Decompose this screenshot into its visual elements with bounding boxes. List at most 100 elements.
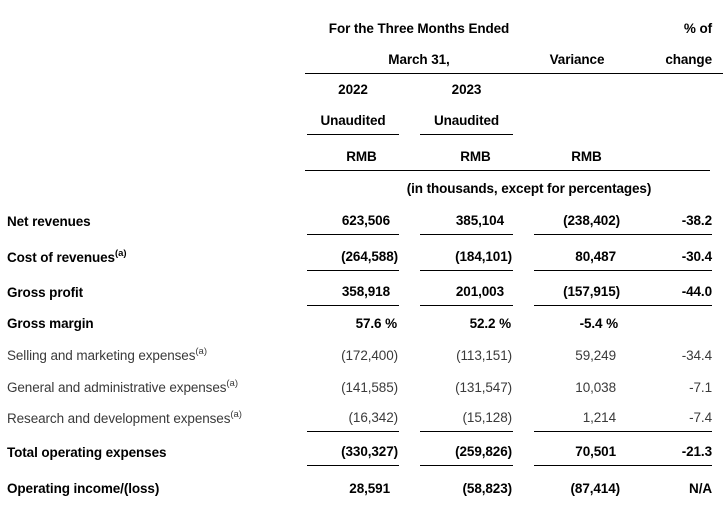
cell-2022: 358,918: [305, 271, 418, 306]
value-variance: (157,915): [563, 284, 620, 299]
table-row: Gross margin 57.6 % 52.2 % -5.4 %: [0, 306, 723, 337]
table-row: Total operating expenses (330,327) (259,…: [0, 432, 723, 466]
value-variance: -5.4 %: [579, 316, 619, 331]
unaudited-2022-cell: Unaudited: [305, 103, 418, 135]
value-2023: 385,104: [455, 213, 504, 228]
row-label: Operating income/(loss): [7, 481, 160, 496]
cell-2023: (184,101): [418, 235, 533, 271]
header-row-unaudited: Unaudited Unaudited: [0, 103, 723, 135]
row-label: Research and development expenses: [7, 411, 231, 426]
table-row: Research and development expenses(a) (16…: [0, 401, 723, 432]
value-pct-change: -38.2: [681, 213, 712, 228]
header-row-units-note: (in thousands, except for percentages): [0, 171, 723, 202]
value-2022: (330,327): [341, 444, 398, 459]
year-2022-cell: 2022: [305, 73, 418, 103]
value-pct-change: -7.4: [689, 410, 712, 425]
cell-2023: (15,128): [418, 401, 533, 432]
cell-2022: 623,506: [305, 202, 418, 235]
value-2022: 28,591: [349, 481, 390, 496]
value-2023: (58,823): [462, 481, 513, 496]
pct-line1: % of: [683, 21, 712, 36]
period-header-cell: For the Three Months Ended: [305, 12, 533, 42]
value-2022: (141,585): [341, 380, 398, 395]
cell-variance: (87,414): [533, 466, 640, 502]
row-label: Selling and marketing expenses: [7, 348, 196, 363]
row-label: Total operating expenses: [7, 445, 167, 460]
value-variance: 1,214: [582, 410, 616, 425]
value-variance: 10,038: [575, 380, 616, 395]
row-label: Cost of revenues: [7, 250, 115, 265]
footnote-marker: (a): [230, 408, 242, 420]
value-pct-change: N/A: [689, 481, 712, 496]
value-2023: (131,547): [455, 380, 512, 395]
header-row-currency: RMB RMB RMB: [0, 135, 723, 171]
footnote-marker: (a): [195, 345, 207, 357]
table-row: Gross profit 358,918 201,003 (157,915) -…: [0, 271, 723, 306]
cell-pct-change: -7.1: [640, 369, 723, 401]
cell-2023: (58,823): [418, 466, 533, 502]
unaudited-2023: Unaudited: [433, 113, 500, 128]
cell-variance: 1,214: [533, 401, 640, 432]
row-label-cell: Cost of revenues(a): [0, 235, 305, 271]
table-row: General and administrative expenses(a) (…: [0, 369, 723, 401]
row-label-cell: Net revenues: [0, 202, 305, 235]
cell-variance: 59,249: [533, 337, 640, 369]
cell-2022: 28,591: [305, 466, 418, 502]
value-variance: 80,487: [575, 249, 616, 264]
march-31-cell: March 31,: [305, 42, 533, 74]
cell-variance: (157,915): [533, 271, 640, 306]
value-pct-change: -30.4: [681, 249, 712, 264]
value-2023: (184,101): [455, 249, 512, 264]
financial-results-table: For the Three Months Ended % of March 31…: [0, 12, 723, 502]
table-row: Operating income/(loss) 28,591 (58,823) …: [0, 466, 723, 502]
value-2022: (16,342): [348, 410, 399, 425]
cell-pct-change: -38.2: [640, 202, 723, 235]
cell-2022: (264,588): [305, 235, 418, 271]
rmb-variance-cell: RMB: [533, 135, 640, 171]
value-2022: 358,918: [341, 284, 390, 299]
cell-2023: (113,151): [418, 337, 533, 369]
row-label-cell: Total operating expenses: [0, 432, 305, 466]
row-label-cell: Operating income/(loss): [0, 466, 305, 502]
cell-variance: -5.4 %: [533, 306, 640, 337]
value-2022: (172,400): [341, 348, 398, 363]
row-label-cell: General and administrative expenses(a): [0, 369, 305, 401]
value-2023: (113,151): [456, 348, 512, 363]
value-2023: 52.2 %: [469, 316, 512, 331]
year-2022: 2022: [338, 82, 368, 97]
cell-2022: (330,327): [305, 432, 418, 466]
value-variance: (87,414): [570, 481, 621, 496]
value-pct-change: -21.3: [681, 444, 712, 459]
value-2022: (264,588): [341, 249, 398, 264]
cell-2023: 385,104: [418, 202, 533, 235]
header-row-period: For the Three Months Ended % of: [0, 12, 723, 42]
cell-2023: (131,547): [418, 369, 533, 401]
cell-2022: (141,585): [305, 369, 418, 401]
footnote-marker: (a): [226, 377, 239, 389]
value-pct-change: -7.1: [689, 380, 712, 395]
row-label: Net revenues: [7, 214, 91, 229]
row-label-cell: Gross margin: [0, 306, 305, 337]
cell-pct-change: -44.0: [640, 271, 723, 306]
value-variance: 59,249: [575, 348, 616, 363]
value-2022: 623,506: [341, 213, 390, 228]
period-line2: March 31,: [388, 51, 450, 67]
table-row: Net revenues 623,506 385,104 (238,402) -…: [0, 202, 723, 235]
table-row: Cost of revenues(a) (264,588) (184,101) …: [0, 235, 723, 271]
cell-2022: (16,342): [305, 401, 418, 432]
row-label: Gross margin: [7, 316, 94, 331]
unaudited-2022: Unaudited: [320, 113, 386, 128]
cell-variance: 80,487: [533, 235, 640, 271]
cell-variance: (238,402): [533, 202, 640, 235]
cell-2023: 52.2 %: [418, 306, 533, 337]
year-2023: 2023: [451, 82, 482, 97]
cell-2022: 57.6 %: [305, 306, 418, 337]
units-note-cell: (in thousands, except for percentages): [305, 171, 723, 202]
cell-2023: (259,826): [418, 432, 533, 466]
row-label-cell: Gross profit: [0, 271, 305, 306]
unaudited-2023-cell: Unaudited: [418, 103, 533, 135]
variance-header-cell: Variance: [533, 42, 640, 74]
header-row-date: March 31, Variance change: [0, 42, 723, 74]
cell-pct-change: N/A: [640, 466, 723, 502]
pct-of-header-cell: % of: [640, 12, 723, 42]
